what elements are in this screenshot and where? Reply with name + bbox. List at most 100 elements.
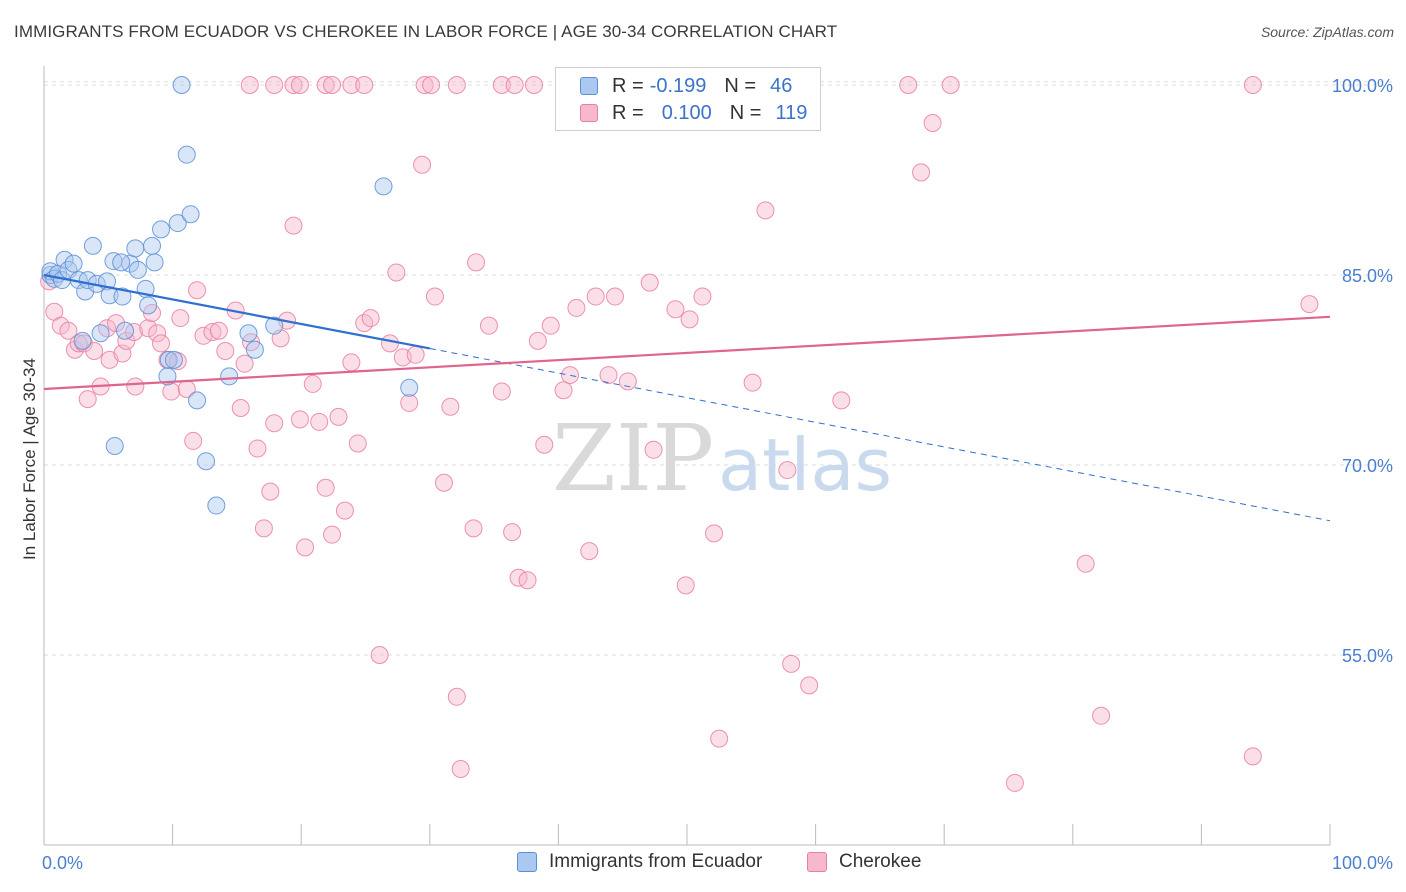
cherokee-point: [680, 310, 699, 329]
ecuador-swatch: [580, 77, 598, 95]
cherokee-point: [1300, 295, 1319, 314]
ecuador-point: [152, 220, 171, 239]
cherokee-point: [415, 76, 434, 94]
ecuador-point: [220, 367, 239, 386]
cherokee-point: [59, 321, 78, 340]
cherokee-point: [290, 76, 309, 94]
ecuador-point: [188, 391, 207, 410]
cherokee-point: [296, 538, 315, 557]
cherokee-legend-label: Cherokee: [839, 851, 922, 872]
cherokee-point: [710, 729, 729, 748]
ecuador-point: [239, 324, 258, 343]
cherokee-point: [518, 571, 537, 590]
cherokee-point: [254, 519, 273, 538]
y-tick-label: 85.0%: [1342, 266, 1393, 286]
ecuador-point: [265, 316, 284, 335]
cherokee-point: [541, 316, 560, 335]
cherokee-point: [743, 373, 762, 392]
cherokee-point: [528, 331, 547, 350]
cherokee-point: [248, 439, 267, 458]
cherokee-point: [464, 519, 483, 538]
cherokee-point: [505, 76, 524, 94]
legend-n-label: N =: [729, 101, 762, 124]
ecuador-trend-extension: [429, 347, 1331, 522]
cherokee-point: [756, 201, 775, 220]
cherokee-point: [640, 273, 659, 292]
ecuador-point: [374, 177, 393, 196]
cherokee-trend-line: [43, 315, 1331, 391]
ecuador-point: [168, 214, 187, 233]
watermark-atlas: atlas: [718, 423, 892, 507]
cherokee-point: [782, 654, 801, 673]
ecuador-point: [158, 367, 177, 386]
cherokee-point: [1076, 554, 1095, 573]
cherokee-point: [1092, 706, 1111, 725]
cherokee-point: [380, 334, 399, 353]
legend-n-label: N =: [724, 74, 757, 97]
cherokee-point: [355, 76, 374, 94]
cherokee-point: [284, 216, 303, 235]
ecuador-point: [197, 452, 216, 471]
cherokee-point: [400, 393, 419, 412]
ecuador-point: [126, 239, 145, 258]
watermark: ZIP atlas: [552, 405, 892, 512]
cherokee-point: [370, 646, 389, 664]
legend-r-value: 0.100: [661, 101, 712, 124]
cherokee-point: [567, 298, 586, 317]
cherokee-point: [605, 287, 624, 306]
cherokee-point: [599, 366, 618, 385]
ecuador-point: [139, 296, 158, 315]
cherokee-point: [342, 353, 361, 372]
ecuador-point: [400, 378, 419, 397]
ecuador-point: [64, 254, 83, 273]
cherokee-swatch: [580, 104, 598, 122]
correlation-legend: R = -0.199 N = 46 R = 0.100 N = 119: [555, 67, 821, 131]
cherokee-point: [323, 76, 342, 94]
cherokee-point: [554, 381, 573, 400]
ecuador-point: [91, 324, 110, 343]
y-tick-label: 100.0%: [1332, 76, 1393, 96]
ecuador-point: [164, 350, 183, 369]
ecuador-point: [177, 145, 196, 164]
y-axis-label: In Labor Force | Age 30-34: [20, 358, 39, 560]
source-label: Source: ZipAtlas.com: [1260, 24, 1394, 40]
ecuador-legend-swatch: [517, 852, 537, 872]
cherokee-point: [284, 76, 303, 94]
legend-n-value: 46: [770, 74, 793, 97]
ecuador-point: [143, 236, 162, 255]
cherokee-point: [441, 397, 460, 416]
cherokee-point: [535, 435, 554, 454]
axes: [43, 66, 1331, 846]
y-tick-label: 70.0%: [1342, 456, 1393, 476]
cherokee-point: [693, 287, 712, 306]
cherokee-point: [261, 482, 280, 501]
cherokee-point: [778, 461, 797, 480]
cherokee-point: [425, 287, 444, 306]
cherokee-point: [413, 155, 432, 174]
cherokee-point: [618, 372, 637, 391]
ecuador-trend-line: [43, 273, 431, 350]
cherokee-point: [800, 676, 819, 695]
trend-lines: [43, 273, 1331, 522]
cherokee-point: [492, 76, 511, 94]
y-tick-label: 55.0%: [1342, 646, 1393, 666]
cherokee-point: [479, 316, 498, 335]
cherokee-point: [162, 382, 181, 401]
chart-title: IMMIGRANTS FROM ECUADOR VS CHEROKEE IN L…: [14, 22, 838, 41]
cherokee-point: [434, 473, 453, 492]
cherokee-point: [586, 287, 605, 306]
cherokee-point: [329, 407, 348, 426]
legend-r-label: R =: [612, 74, 644, 97]
cherokee-point: [310, 412, 329, 431]
cherokee-point: [1243, 76, 1262, 94]
cherokee-point: [184, 431, 203, 450]
cherokee-point: [676, 576, 695, 595]
ecuador-point: [73, 331, 92, 350]
cherokee-point: [265, 414, 284, 433]
cherokee-point: [265, 76, 284, 94]
cherokee-point: [467, 253, 486, 272]
ecuador-point: [172, 76, 191, 94]
cherokee-point: [125, 323, 144, 341]
cherokee-point: [235, 354, 254, 373]
cherokee-point: [832, 391, 851, 410]
